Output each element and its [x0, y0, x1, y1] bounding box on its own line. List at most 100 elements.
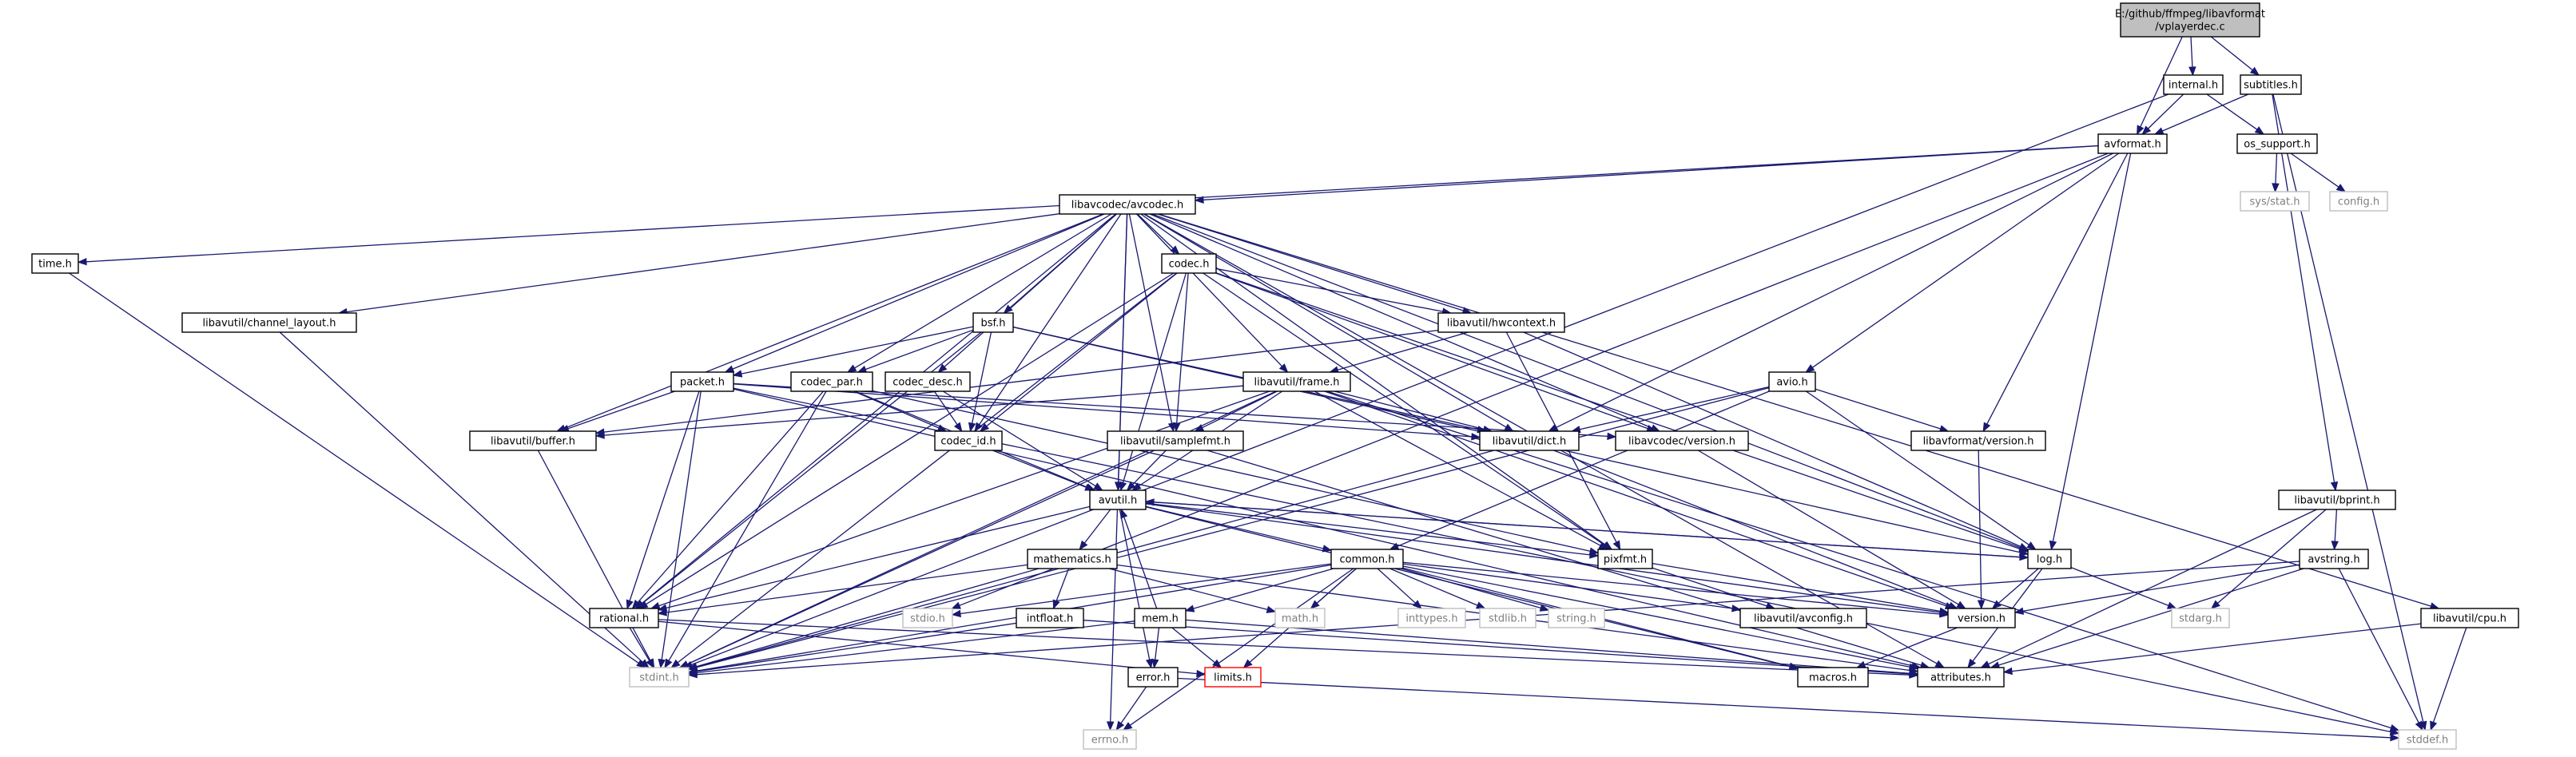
node-pixfmt[interactable]: pixfmt.h [1597, 549, 1653, 569]
node-log[interactable]: log.h [2027, 549, 2072, 569]
node-packet[interactable]: packet.h [670, 371, 734, 392]
edge-arrowhead [1607, 432, 1617, 441]
node-subtitles[interactable]: subtitles.h [2240, 74, 2302, 95]
node-box [670, 371, 734, 392]
edge-line [733, 383, 1473, 438]
node-label: mem.h [1142, 613, 1179, 625]
node-codec-id[interactable]: codec_id.h [934, 430, 1003, 451]
node-internal[interactable]: internal.h [2163, 74, 2224, 95]
edge-internal-to-os_support [2206, 93, 2265, 135]
node-intfloat[interactable]: intfloat.h [1016, 608, 1084, 628]
edge-arrowhead [2013, 607, 2025, 615]
edge-line [960, 563, 1332, 615]
edge-arrowhead [646, 658, 654, 669]
node-label: pixfmt.h [1604, 554, 1647, 566]
edge-line [741, 326, 974, 375]
node-macros[interactable]: macros.h [1797, 667, 1869, 688]
node-box [934, 430, 1003, 451]
edge-line [1137, 213, 1174, 249]
node-avutil[interactable]: avutil.h [1089, 489, 1147, 510]
edge-line [1397, 390, 1770, 547]
node-samplefmt[interactable]: libavutil/samplefmt.h [1107, 430, 1244, 451]
edge-line [2272, 93, 2424, 723]
node-rational[interactable]: rational.h [589, 608, 659, 628]
node-label: string.h [1556, 613, 1596, 625]
node-avstring[interactable]: avstring.h [2299, 549, 2369, 569]
node-hwcontext[interactable]: libavutil/hwcontext.h [1437, 312, 1565, 333]
edge-line [732, 213, 1105, 370]
node-avcodec[interactable]: libavcodec/avcodec.h [1059, 194, 1196, 215]
node-label: stddef.h [2407, 735, 2448, 747]
edge-line [564, 213, 1104, 429]
node-box [1397, 608, 1466, 628]
node-codec-desc[interactable]: codec_desc.h [885, 371, 971, 392]
edge-line [658, 390, 1270, 607]
edge-line [1377, 568, 1416, 604]
node-label: E:/github/ffmpeg/libavformat [2115, 9, 2265, 21]
node-box [469, 430, 597, 451]
node-version[interactable]: version.h [1947, 608, 2016, 628]
node-math: math.h [1274, 608, 1326, 628]
edge-arrowhead [937, 363, 948, 373]
node-label: subtitles.h [2244, 80, 2298, 92]
node-attributes[interactable]: attributes.h [1917, 667, 2005, 688]
edge-arrowhead [1855, 660, 1866, 668]
node-label: libavutil/dict.h [1493, 436, 1567, 448]
edge-line [872, 390, 1591, 552]
edge-avcodec_version-to-version [1697, 450, 1966, 609]
edge-line [1864, 627, 1958, 665]
node-bprint[interactable]: libavutil/bprint.h [2278, 489, 2396, 510]
node-label: stdio.h [910, 613, 945, 625]
edge-samplefmt-to-avutil [1126, 450, 1167, 491]
node-os-support[interactable]: os_support.h [2236, 133, 2318, 154]
node-label: sys/stat.h [2250, 196, 2300, 208]
node-codec[interactable]: codec.h [1161, 253, 1217, 274]
edge-root-to-internal [2188, 36, 2196, 77]
node-box [2236, 133, 2318, 154]
edge-arrowhead [951, 601, 961, 609]
node-buffer[interactable]: libavutil/buffer.h [469, 430, 597, 451]
edge-arrowhead [1310, 600, 1320, 609]
node-cpu[interactable]: libavutil/cpu.h [2420, 608, 2519, 628]
edge-avcodec-to-bsf [1003, 213, 1117, 314]
edge-line [933, 390, 958, 426]
edge-arrowhead [2026, 541, 2037, 550]
node-box [1127, 667, 1179, 688]
node-avio[interactable]: avio.h [1768, 371, 1816, 392]
node-channel-layout[interactable]: libavutil/channel_layout.h [181, 312, 357, 333]
edge-subtitles-to-bprint [2272, 93, 2339, 492]
edge-avutil-to-common [1145, 505, 1333, 553]
node-mathematics[interactable]: mathematics.h [1027, 549, 1118, 569]
edge-avcodec-to-frame [1136, 213, 1289, 373]
edge-codec-to-log [1215, 272, 2029, 553]
node-common[interactable]: common.h [1330, 549, 1404, 569]
edge-line [637, 390, 824, 603]
node-avcodec-version[interactable]: libavcodec/version.h [1615, 430, 1749, 451]
edge-arrowhead [2188, 66, 2196, 77]
node-avformat-version[interactable]: libavformat/version.h [1910, 430, 2046, 451]
node-codec-par[interactable]: codec_par.h [790, 371, 873, 392]
node-box [902, 608, 953, 628]
node-bsf[interactable]: bsf.h [972, 312, 1014, 333]
node-box [1739, 608, 1867, 628]
node-time[interactable]: time.h [31, 253, 79, 274]
node-box [885, 371, 971, 392]
node-avconfig[interactable]: libavutil/avconfig.h [1739, 608, 1867, 628]
node-label: codec_par.h [801, 377, 863, 389]
node-label: avio.h [1776, 377, 1807, 389]
edge-line [1193, 568, 1334, 609]
node-frame[interactable]: libavutil/frame.h [1242, 371, 1351, 392]
node-box [1083, 729, 1137, 750]
edge-arrowhead [1126, 482, 1136, 491]
edge-line [959, 153, 2109, 606]
node-box [1242, 371, 1351, 392]
edge-arrowhead [1122, 722, 1133, 731]
edge-line [1334, 390, 1485, 430]
edge-common-to-attributes [1402, 565, 1919, 671]
node-error[interactable]: error.h [1127, 667, 1179, 688]
edge-root-to-avformat [2137, 36, 2183, 136]
node-mem[interactable]: mem.h [1134, 608, 1187, 628]
node-label: libavcodec/version.h [1628, 436, 1735, 448]
node-avformat[interactable]: avformat.h [2097, 133, 2168, 154]
node-dict[interactable]: libavutil/dict.h [1479, 430, 1580, 451]
